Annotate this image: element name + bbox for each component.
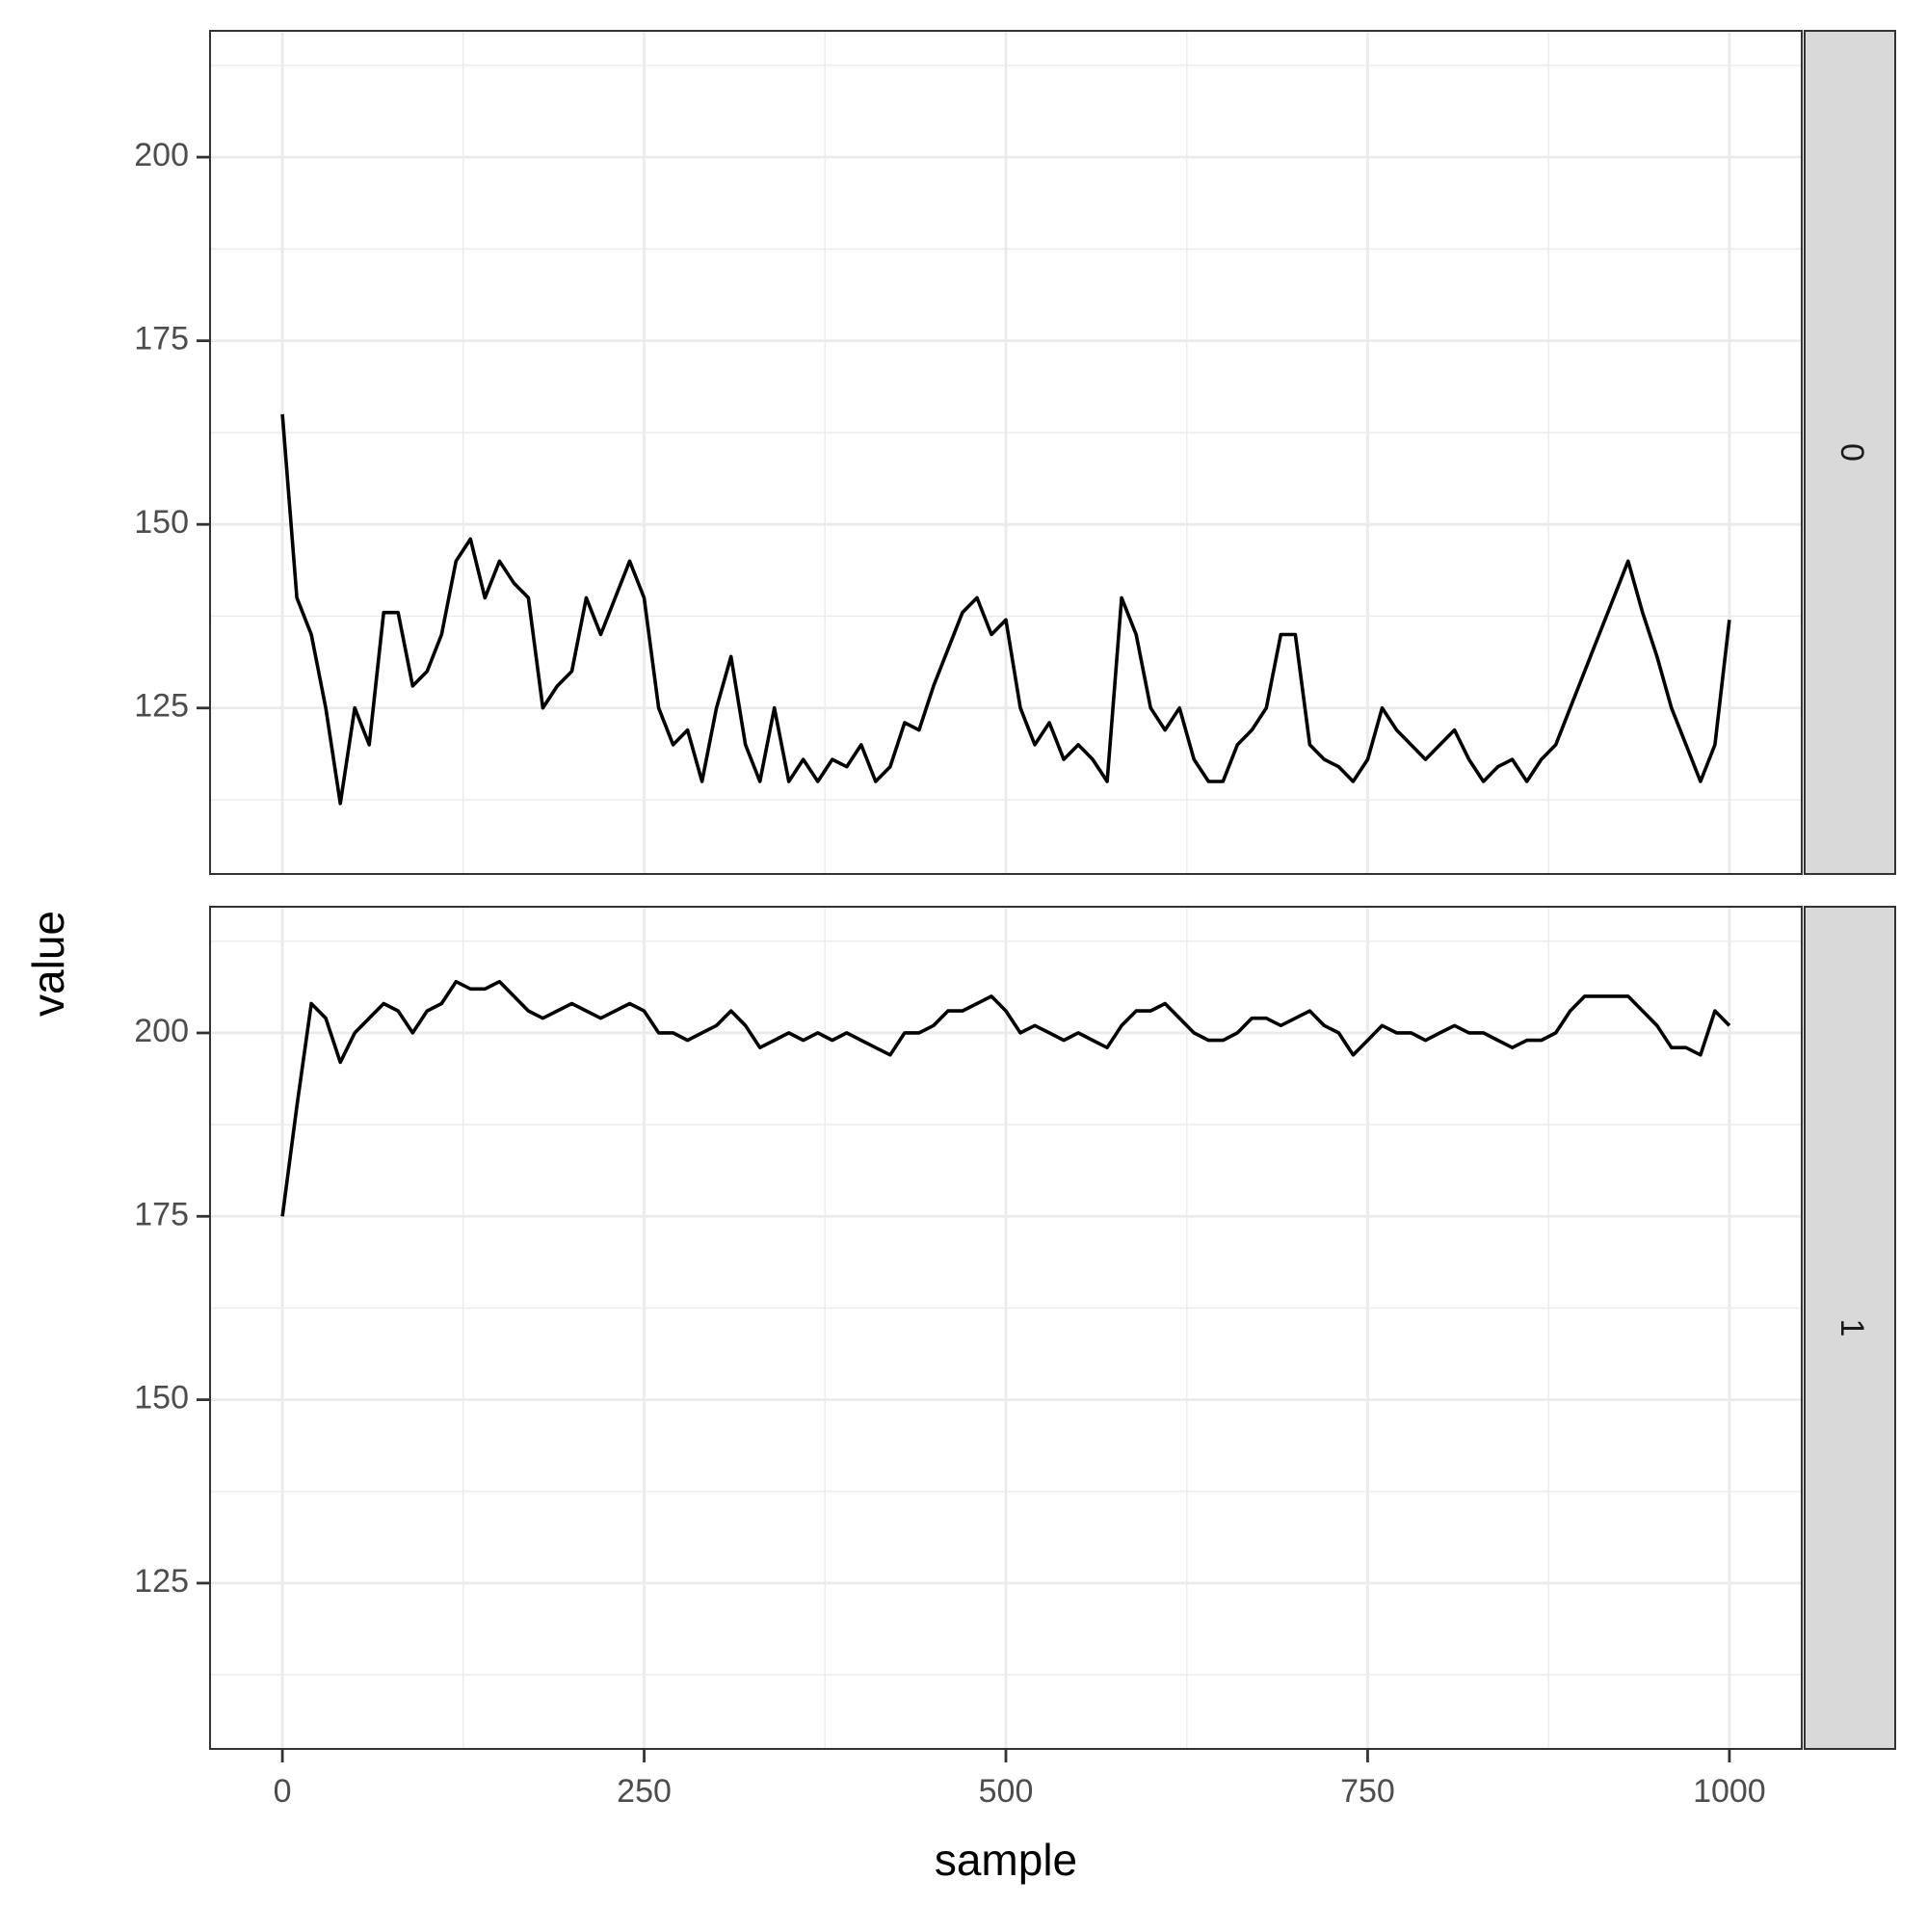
strip	[1804, 906, 1896, 1750]
y-tick-label: 175	[134, 321, 189, 357]
strip	[1804, 30, 1896, 875]
x-tick-label: 1000	[1693, 1773, 1766, 1810]
y-tick-label: 125	[134, 688, 189, 725]
y-tick-label: 150	[134, 504, 189, 541]
y-tick-label: 200	[134, 1013, 189, 1049]
strip-label: 0	[1834, 443, 1870, 462]
x-tick-label: 0	[274, 1773, 292, 1810]
y-tick-label: 125	[134, 1563, 189, 1600]
x-tick-label: 750	[1340, 1773, 1395, 1810]
y-tick-label: 200	[134, 137, 189, 173]
x-tick-label: 250	[617, 1773, 672, 1810]
x-axis-title: sample	[935, 1835, 1077, 1885]
y-axis-title: value	[23, 911, 73, 1017]
x-tick-label: 500	[979, 1773, 1034, 1810]
y-tick-label: 150	[134, 1380, 189, 1416]
data-line	[280, 413, 1731, 806]
panel-border	[209, 906, 1803, 1750]
data-line	[280, 979, 1731, 1217]
panel-border	[209, 30, 1803, 875]
y-tick-label: 175	[134, 1196, 189, 1232]
strip-label: 1	[1834, 1319, 1870, 1337]
